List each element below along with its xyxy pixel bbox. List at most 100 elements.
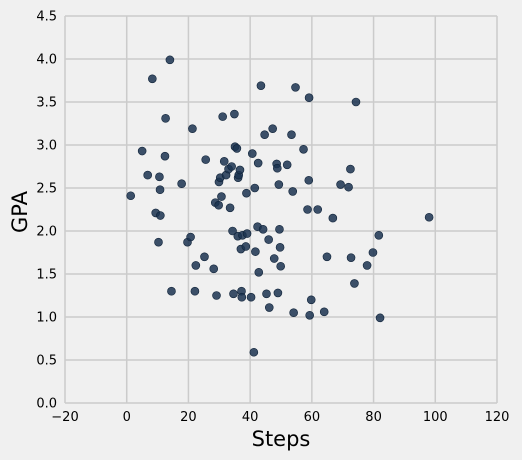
data-point (155, 172, 164, 182)
data-point (161, 114, 170, 123)
y-tick-label: 2.5 (36, 182, 57, 197)
data-point (225, 203, 235, 213)
data-point (156, 211, 165, 220)
data-point (328, 213, 338, 223)
data-point (304, 175, 314, 185)
data-point (374, 231, 384, 240)
data-point (137, 146, 147, 156)
y-tick-label: 3.0 (36, 139, 57, 154)
data-point (241, 242, 251, 251)
data-point (375, 313, 385, 323)
x-tick-label: 120 (485, 410, 510, 425)
data-point (274, 180, 284, 189)
data-point (275, 224, 284, 234)
data-point (254, 267, 264, 277)
x-tick-label: −20 (51, 410, 78, 425)
data-point (322, 252, 332, 262)
y-tick-label: 4.0 (36, 53, 57, 68)
data-point (191, 261, 201, 270)
data-point (242, 188, 251, 198)
data-point (306, 295, 316, 305)
data-point (282, 160, 292, 170)
plot-background (65, 16, 497, 403)
data-point (165, 55, 175, 65)
data-point (287, 130, 296, 139)
data-point (186, 232, 195, 242)
data-point (264, 235, 273, 244)
data-point (251, 247, 260, 256)
data-point (346, 164, 355, 174)
data-point (264, 303, 274, 312)
data-point (177, 179, 186, 188)
data-point (299, 145, 308, 154)
data-point (346, 253, 356, 262)
data-point (258, 224, 268, 234)
data-point (237, 292, 247, 302)
x-tick-label: 0 (123, 410, 131, 425)
data-point (262, 289, 271, 299)
x-tick-label: 100 (423, 410, 448, 425)
data-point (336, 180, 345, 189)
x-tick-labels: −20 0 20 40 60 80 100 120 (51, 410, 509, 425)
data-point (256, 81, 266, 90)
data-point (155, 185, 165, 195)
data-point (304, 93, 314, 102)
data-point (230, 109, 239, 119)
data-point (350, 279, 359, 288)
data-point (209, 264, 219, 274)
data-point (148, 74, 157, 84)
data-point (218, 112, 227, 121)
data-point (272, 163, 282, 173)
data-point (214, 200, 223, 210)
y-tick-labels: 0.0 0.5 1.0 1.5 2.0 2.5 3.0 3.5 4.0 4.5 (36, 10, 57, 412)
data-point (249, 347, 259, 357)
x-tick-label: 40 (242, 410, 259, 425)
y-tick-label: 1.5 (36, 268, 57, 283)
data-point (154, 237, 163, 247)
data-point (188, 124, 197, 133)
data-point (344, 182, 353, 192)
data-point (126, 191, 136, 201)
data-point (167, 286, 176, 296)
data-point (201, 155, 211, 164)
y-tick-label: 1.0 (36, 311, 57, 326)
data-point (276, 261, 285, 271)
data-point (362, 261, 372, 270)
data-point (303, 205, 312, 214)
data-point (200, 252, 209, 262)
data-point (289, 308, 298, 318)
data-point (273, 288, 283, 298)
data-point (246, 292, 256, 302)
data-point (190, 286, 200, 296)
data-point (227, 162, 236, 171)
data-point (250, 183, 260, 193)
data-point (288, 187, 298, 196)
y-tick-label: 0.0 (36, 397, 57, 412)
x-tick-label: 60 (304, 410, 321, 425)
y-tick-label: 3.5 (36, 96, 57, 111)
data-point (313, 205, 323, 214)
y-axis-title: GPA (8, 190, 32, 233)
data-point (219, 157, 229, 166)
data-point (275, 243, 285, 252)
x-axis-title: Steps (252, 427, 311, 451)
data-point (160, 151, 170, 161)
x-tick-label: 80 (365, 410, 382, 425)
data-point (143, 170, 152, 180)
data-point (291, 83, 300, 92)
data-point (229, 289, 238, 299)
data-point (319, 307, 329, 317)
data-point (269, 254, 279, 263)
data-point (424, 212, 434, 222)
data-point (248, 149, 257, 158)
data-point (368, 248, 378, 257)
data-point (232, 144, 242, 153)
data-point (235, 165, 245, 175)
data-point (228, 226, 237, 236)
data-point (351, 97, 361, 107)
data-point (268, 124, 277, 133)
data-point (253, 158, 263, 168)
data-point (242, 229, 252, 238)
y-tick-label: 4.5 (36, 10, 57, 25)
